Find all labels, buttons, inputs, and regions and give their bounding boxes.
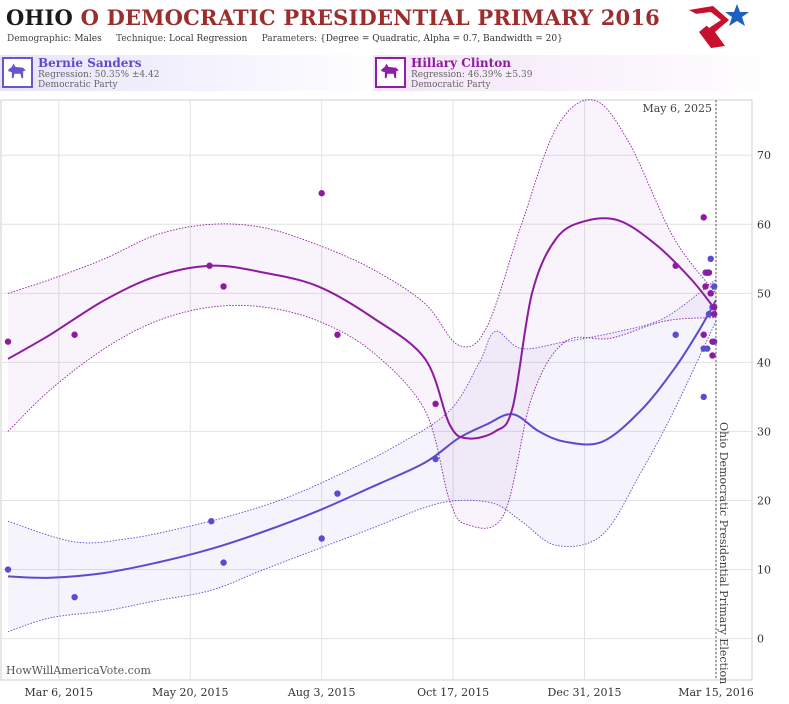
y-tick-label: 40: [757, 356, 771, 369]
demographic-value: Males: [74, 34, 102, 44]
candidate-regression: Regression: 46.39% ±5.39: [411, 70, 533, 80]
demographic-label: Demographic:: [7, 34, 72, 44]
x-tick-label: Dec 31, 2015: [548, 686, 622, 699]
data-point-clinton: [672, 262, 679, 269]
data-point-clinton: [709, 338, 716, 345]
data-point-sanders: [672, 331, 679, 338]
title-rest: O DEMOCRATIC PRESIDENTIAL PRIMARY 2016: [80, 5, 660, 30]
candidate-card-clinton: Hillary Clinton Regression: 46.39% ±5.39…: [373, 55, 783, 91]
election-label: Ohio Democratic Presidential Primary Ele…: [717, 422, 730, 684]
data-point-clinton: [702, 283, 709, 290]
data-point-clinton: [707, 290, 714, 297]
data-point-sanders: [4, 566, 12, 573]
donkey-icon: [375, 57, 406, 88]
title-state: OHIO: [6, 5, 74, 30]
data-point-sanders: [707, 255, 714, 263]
technique-label: Technique:: [116, 34, 167, 44]
data-point-clinton: [71, 331, 78, 338]
candidate-party: Democratic Party: [411, 80, 491, 90]
site-logo-icon: [689, 4, 749, 48]
donkey-icon: [2, 57, 33, 88]
data-point-clinton: [700, 214, 707, 221]
page-title: OHIO O DEMOCRATIC PRESIDENTIAL PRIMARY 2…: [6, 5, 660, 30]
data-point-sanders: [334, 490, 341, 497]
y-tick-label: 60: [757, 218, 771, 231]
data-point-sanders: [704, 345, 711, 352]
data-point-clinton: [220, 283, 227, 290]
candidate-party: Democratic Party: [38, 80, 118, 90]
y-tick-label: 0: [757, 633, 764, 646]
confidence-lower-sanders: [7, 320, 717, 633]
candidate-regression: Regression: 50.35% ±4.42: [38, 70, 160, 80]
plot-area: [0, 99, 753, 681]
y-tick-label: 20: [757, 494, 771, 507]
confidence-band-sanders: [8, 279, 716, 632]
data-point-clinton: [705, 269, 713, 276]
data-point-sanders: [220, 559, 227, 566]
data-point-sanders: [432, 455, 439, 463]
watermark-text: HowWillAmericaVote.com: [6, 664, 151, 677]
confidence-band-clinton: [8, 99, 716, 529]
candidate-card-sanders: Bernie Sanders Regression: 50.35% ±4.42 …: [0, 55, 394, 91]
y-tick-label: 50: [757, 287, 771, 300]
current-date-label: May 6, 2025: [642, 102, 712, 115]
confidence-lower-clinton: [7, 304, 717, 529]
data-point-clinton: [318, 190, 325, 197]
data-point-clinton: [432, 400, 439, 408]
candidate-name: Bernie Sanders: [38, 56, 142, 70]
x-tick-label: Mar 15, 2016: [678, 686, 754, 699]
x-tick-label: Aug 3, 2015: [287, 686, 356, 699]
data-point-clinton: [4, 338, 12, 345]
trend-line-clinton: [7, 217, 717, 440]
x-tick-label: Mar 6, 2015: [25, 686, 94, 699]
y-tick-label: 70: [757, 149, 771, 162]
x-tick-label: Oct 17, 2015: [417, 686, 489, 699]
x-tick-label: May 20, 2015: [152, 686, 229, 699]
data-point-clinton: [700, 331, 707, 338]
parameters-value: {Degree = Quadratic, Alpha = 0.7, Bandwi…: [319, 34, 563, 44]
data-point-clinton: [709, 352, 716, 359]
parameters-label: Parameters:: [261, 34, 318, 44]
data-point-sanders: [208, 517, 215, 525]
y-tick-label: 30: [757, 425, 771, 438]
parameters-line: Demographic: Males Technique: Local Regr…: [7, 34, 563, 44]
data-point-clinton: [206, 262, 213, 269]
chart-header: OHIO O DEMOCRATIC PRESIDENTIAL PRIMARY 2…: [0, 0, 789, 52]
regression-chart: 0 10 20 30 40 50 60 70 Mar 6, 2015 May 20, 2015 Au…: [0, 99, 771, 699]
candidate-name: Hillary Clinton: [411, 56, 511, 70]
data-point-sanders: [700, 393, 707, 401]
trend-line-sanders: [7, 299, 717, 579]
y-tick-label: 10: [757, 564, 771, 577]
data-point-sanders: [705, 310, 713, 318]
data-point-sanders: [318, 535, 325, 542]
technique-value: Local Regression: [168, 34, 248, 44]
data-point-sanders: [71, 593, 78, 601]
data-point-clinton: [334, 331, 341, 338]
confidence-upper-clinton: [7, 99, 717, 348]
